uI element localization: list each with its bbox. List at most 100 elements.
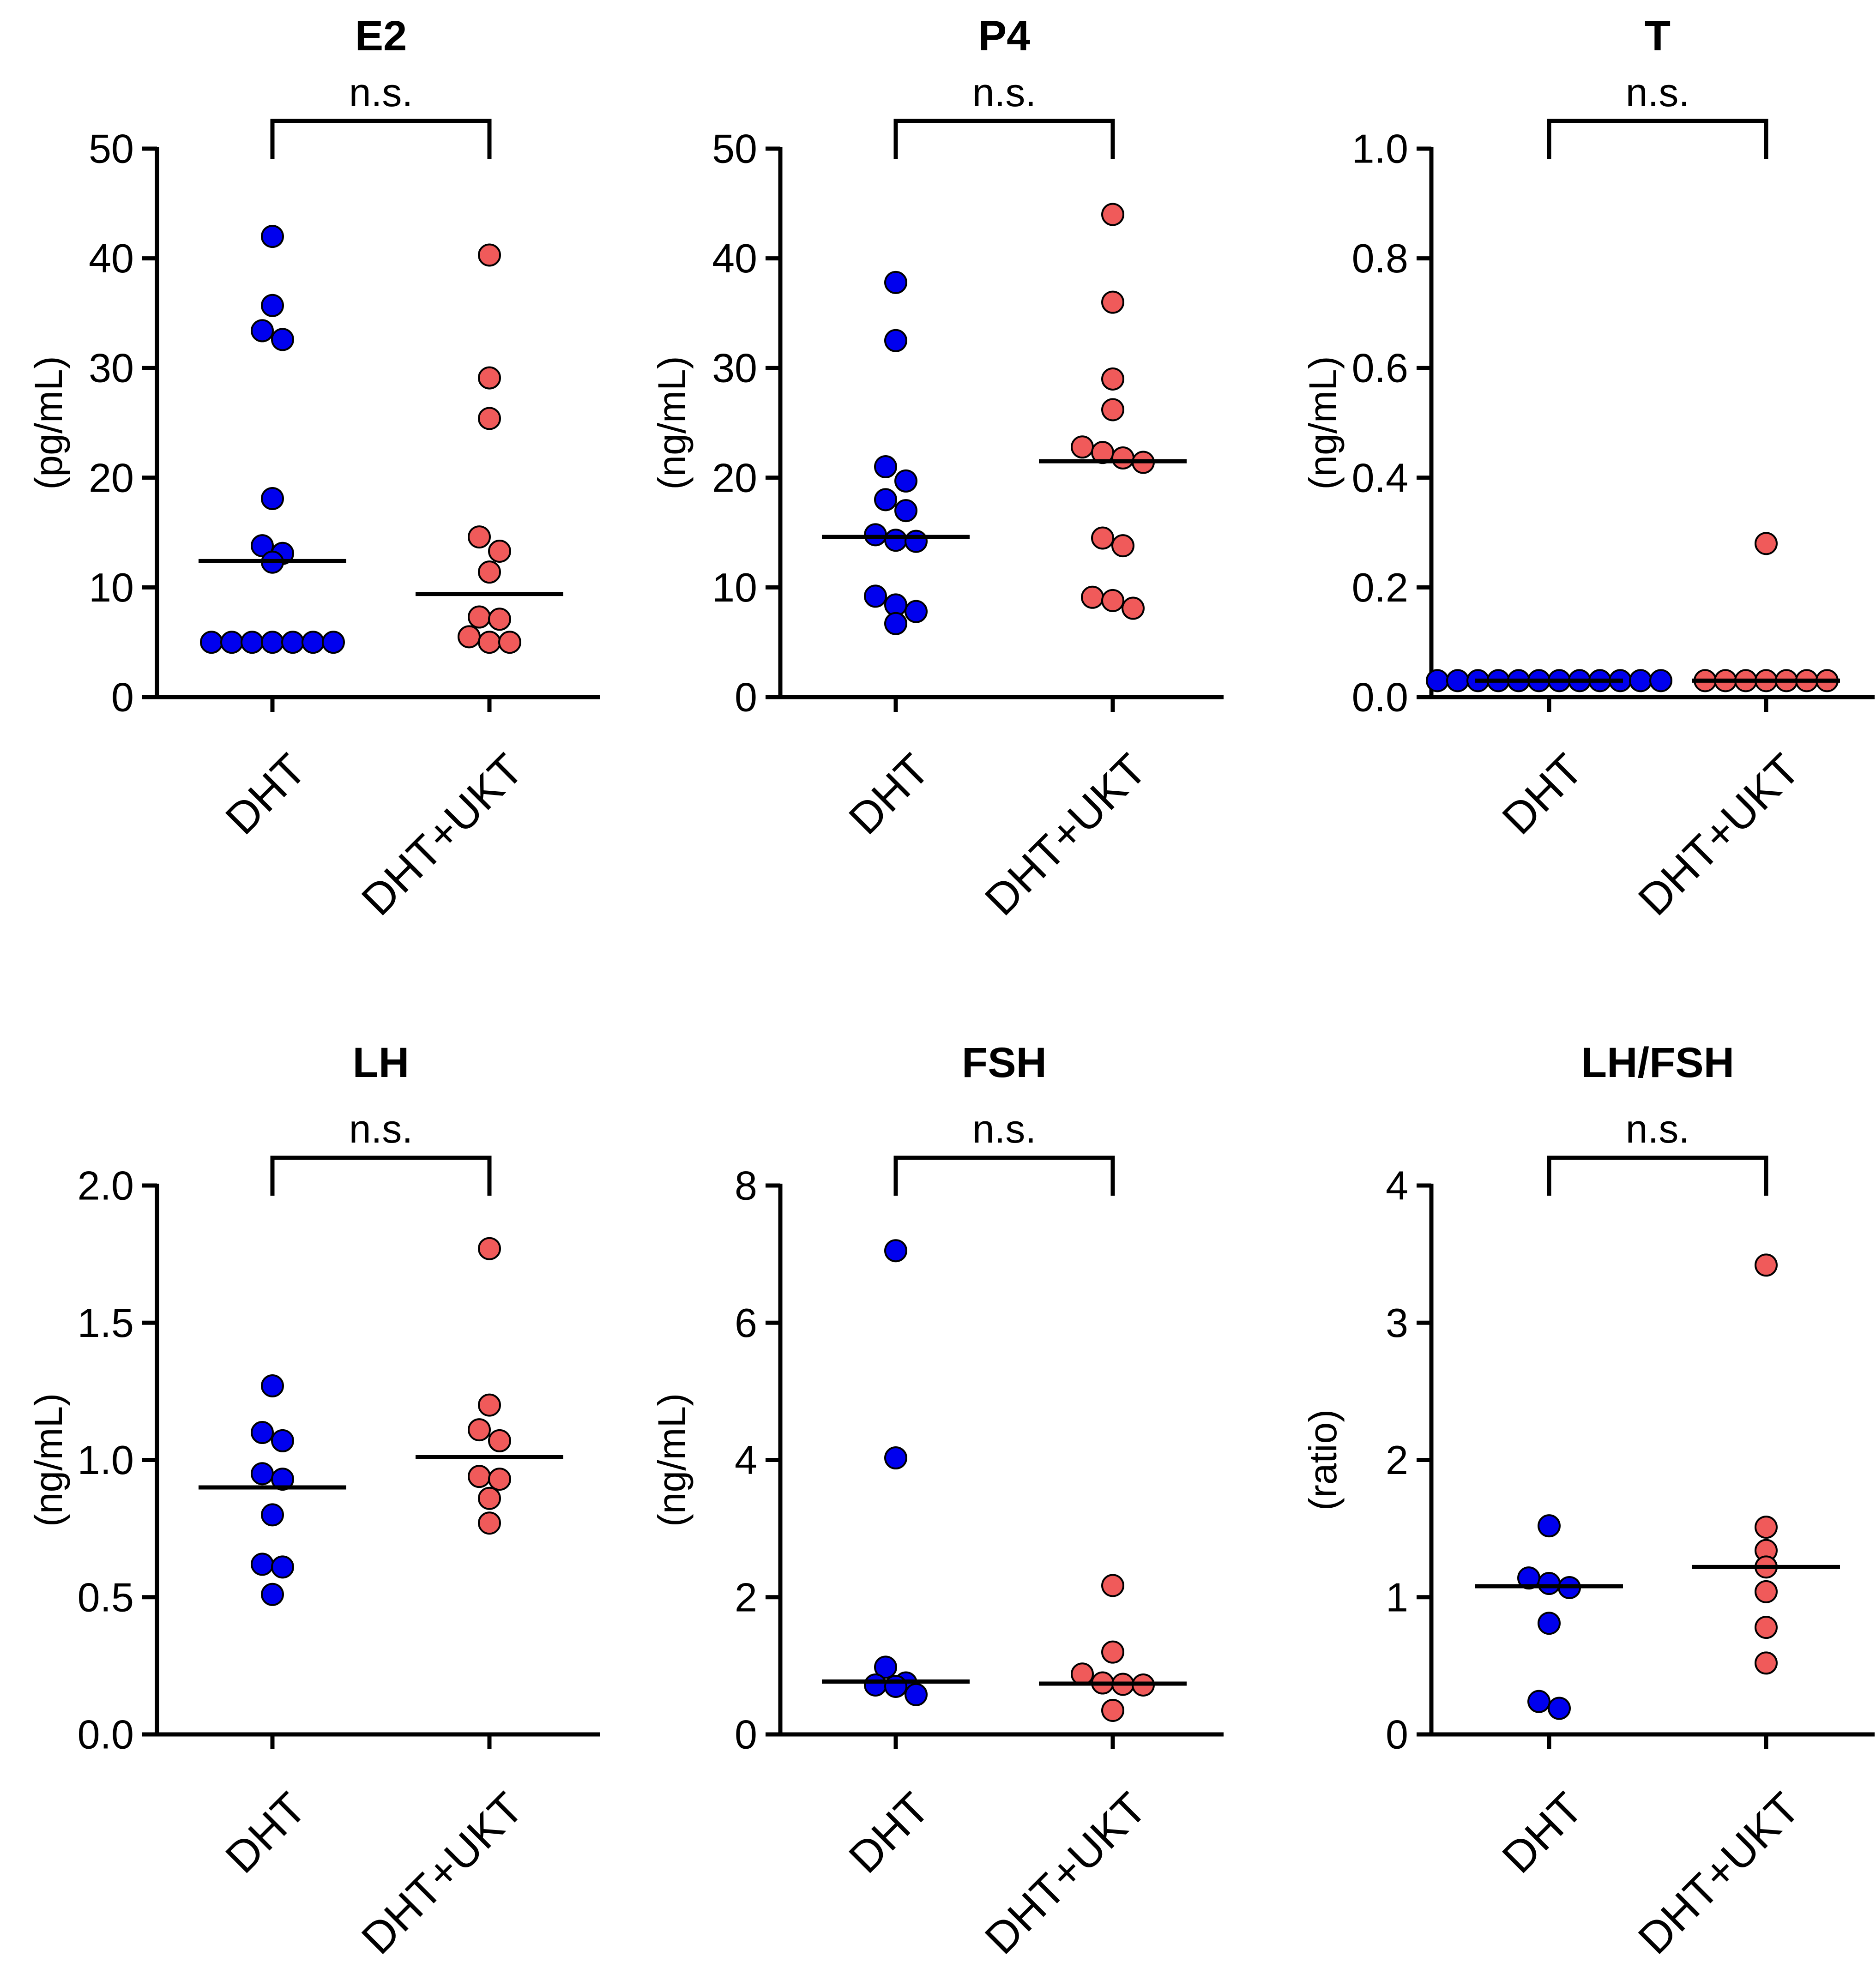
data-point-dht bbox=[1527, 1690, 1550, 1713]
data-point-dht-ukt bbox=[1101, 367, 1124, 391]
data-point-dht-ukt bbox=[468, 1418, 491, 1442]
data-point-dht bbox=[271, 1468, 294, 1491]
y-tick-label: 6 bbox=[735, 1300, 757, 1346]
data-point-dht-ukt bbox=[1755, 532, 1778, 555]
data-point-dht-ukt bbox=[498, 631, 521, 654]
data-point-dht bbox=[271, 328, 294, 351]
data-point-dht bbox=[261, 1503, 284, 1527]
y-tick-label: 0.0 bbox=[1352, 674, 1408, 720]
data-point-dht-ukt bbox=[1101, 1640, 1124, 1664]
y-axis-label: (ng/mL) bbox=[1301, 356, 1345, 489]
data-point-dht bbox=[905, 530, 928, 553]
chart-title: LH bbox=[353, 1039, 410, 1086]
x-category-label: DHT bbox=[1493, 1783, 1592, 1883]
data-point-dht bbox=[884, 1446, 907, 1470]
panel-t: Tn.s. 0.0 0.2 0.4 0.6 0.8 1.0 (ng/mL) DHT DHT+UKT bbox=[1301, 12, 1875, 925]
y-tick-label: 10 bbox=[89, 565, 134, 610]
significance-bracket bbox=[270, 1156, 492, 1196]
y-axis-label: (ng/mL) bbox=[27, 1393, 70, 1527]
data-point-dht-ukt bbox=[1071, 435, 1094, 459]
data-point-dht bbox=[1548, 1697, 1571, 1720]
significance-label: n.s. bbox=[349, 1107, 413, 1151]
y-tick-label: 1.5 bbox=[78, 1300, 134, 1346]
data-point-dht-ukt bbox=[478, 1237, 501, 1260]
significance-label: n.s. bbox=[349, 71, 413, 115]
y-tick-label: 30 bbox=[712, 345, 757, 391]
data-point-dht bbox=[271, 1429, 294, 1452]
data-point-dht bbox=[905, 600, 928, 623]
x-category-label: DHT+UKT bbox=[352, 1783, 533, 1964]
data-point-dht-ukt bbox=[1101, 203, 1124, 226]
y-tick-label: 20 bbox=[712, 455, 757, 500]
data-point-dht bbox=[251, 1462, 274, 1486]
data-point-dht-ukt bbox=[468, 605, 491, 629]
significance-label: n.s. bbox=[1626, 71, 1690, 115]
y-tick-label: 0 bbox=[1386, 1712, 1408, 1757]
x-category-label: DHT+UKT bbox=[352, 745, 533, 925]
significance-label: n.s. bbox=[972, 71, 1037, 115]
panel-lh: LH n.s. 0.0 0.5 1.0 1.5 2.0 (ng/mL) DHT DHT+UKT bbox=[27, 1039, 600, 1963]
data-point-dht-ukt bbox=[488, 539, 511, 563]
data-point-dht bbox=[874, 1655, 897, 1679]
y-tick-label: 8 bbox=[735, 1163, 757, 1209]
y-tick-label: 0.0 bbox=[78, 1712, 134, 1757]
significance-bracket bbox=[893, 1156, 1115, 1196]
significance-bracket bbox=[1547, 1156, 1768, 1196]
data-point-dht bbox=[1538, 1612, 1561, 1635]
data-point-dht bbox=[251, 534, 274, 558]
data-point-dht-ukt bbox=[488, 608, 511, 631]
data-point-dht bbox=[322, 631, 345, 654]
data-point-dht-ukt bbox=[478, 1487, 501, 1510]
data-point-dht-ukt bbox=[1101, 589, 1124, 612]
data-point-dht-ukt bbox=[478, 631, 501, 654]
significance-label: n.s. bbox=[1626, 1107, 1690, 1151]
data-point-dht bbox=[864, 523, 887, 547]
y-tick-label: 40 bbox=[89, 235, 134, 281]
data-point-dht-ukt bbox=[1755, 1253, 1778, 1277]
data-point-dht bbox=[1446, 669, 1469, 692]
panel-p4: P4 n.s. 0 10 20 30 40 50 (ng/mL) DHT DHT+UKT bbox=[650, 12, 1224, 925]
data-point-dht bbox=[884, 1239, 907, 1263]
y-tick-label: 0 bbox=[735, 1712, 757, 1757]
chart-title: E2 bbox=[355, 12, 407, 60]
data-point-dht bbox=[261, 1583, 284, 1606]
x-category-label: DHT+UKT bbox=[976, 745, 1156, 925]
data-point-dht-ukt bbox=[1101, 398, 1124, 421]
data-point-dht bbox=[894, 469, 917, 493]
data-point-dht-ukt bbox=[1101, 1574, 1124, 1597]
panel-e2: E2 n.s. 0 10 20 30 40 50 (pg/mL) DHT DHT+UKT bbox=[27, 12, 600, 925]
y-tick-label: 30 bbox=[89, 345, 134, 391]
x-category-label: DHT bbox=[839, 1783, 939, 1883]
x-category-label: DHT+UKT bbox=[976, 1783, 1156, 1964]
data-point-dht bbox=[251, 1553, 274, 1576]
x-category-label: DHT bbox=[839, 745, 939, 844]
y-tick-label: 0.5 bbox=[78, 1574, 134, 1620]
data-point-dht bbox=[864, 584, 887, 608]
y-tick-label: 0.4 bbox=[1352, 455, 1408, 500]
y-tick-label: 4 bbox=[1386, 1163, 1408, 1209]
data-point-dht-ukt bbox=[1755, 1516, 1778, 1539]
data-point-dht bbox=[261, 225, 284, 248]
data-point-dht bbox=[884, 612, 907, 635]
data-point-dht-ukt bbox=[1081, 585, 1104, 609]
data-point-dht bbox=[261, 294, 284, 317]
data-point-dht-ukt bbox=[1101, 290, 1124, 314]
data-point-dht bbox=[884, 529, 907, 552]
y-axis-label: (pg/mL) bbox=[27, 356, 70, 489]
y-tick-label: 50 bbox=[712, 126, 757, 172]
y-tick-label: 0 bbox=[111, 674, 134, 720]
y-tick-label: 1 bbox=[1386, 1574, 1408, 1620]
y-tick-label: 1.0 bbox=[1352, 126, 1408, 172]
data-point-dht bbox=[261, 487, 284, 510]
data-point-dht-ukt bbox=[1122, 596, 1145, 620]
data-point-dht-ukt bbox=[1091, 526, 1114, 550]
y-tick-label: 1.0 bbox=[78, 1437, 134, 1483]
y-tick-label: 0.2 bbox=[1352, 565, 1408, 610]
data-point-dht bbox=[884, 1674, 907, 1698]
data-point-dht-ukt bbox=[1071, 1662, 1094, 1686]
y-tick-label: 4 bbox=[735, 1437, 757, 1483]
data-point-dht-ukt bbox=[488, 1429, 511, 1452]
x-category-label: DHT bbox=[216, 1783, 315, 1883]
data-point-dht bbox=[884, 329, 907, 352]
